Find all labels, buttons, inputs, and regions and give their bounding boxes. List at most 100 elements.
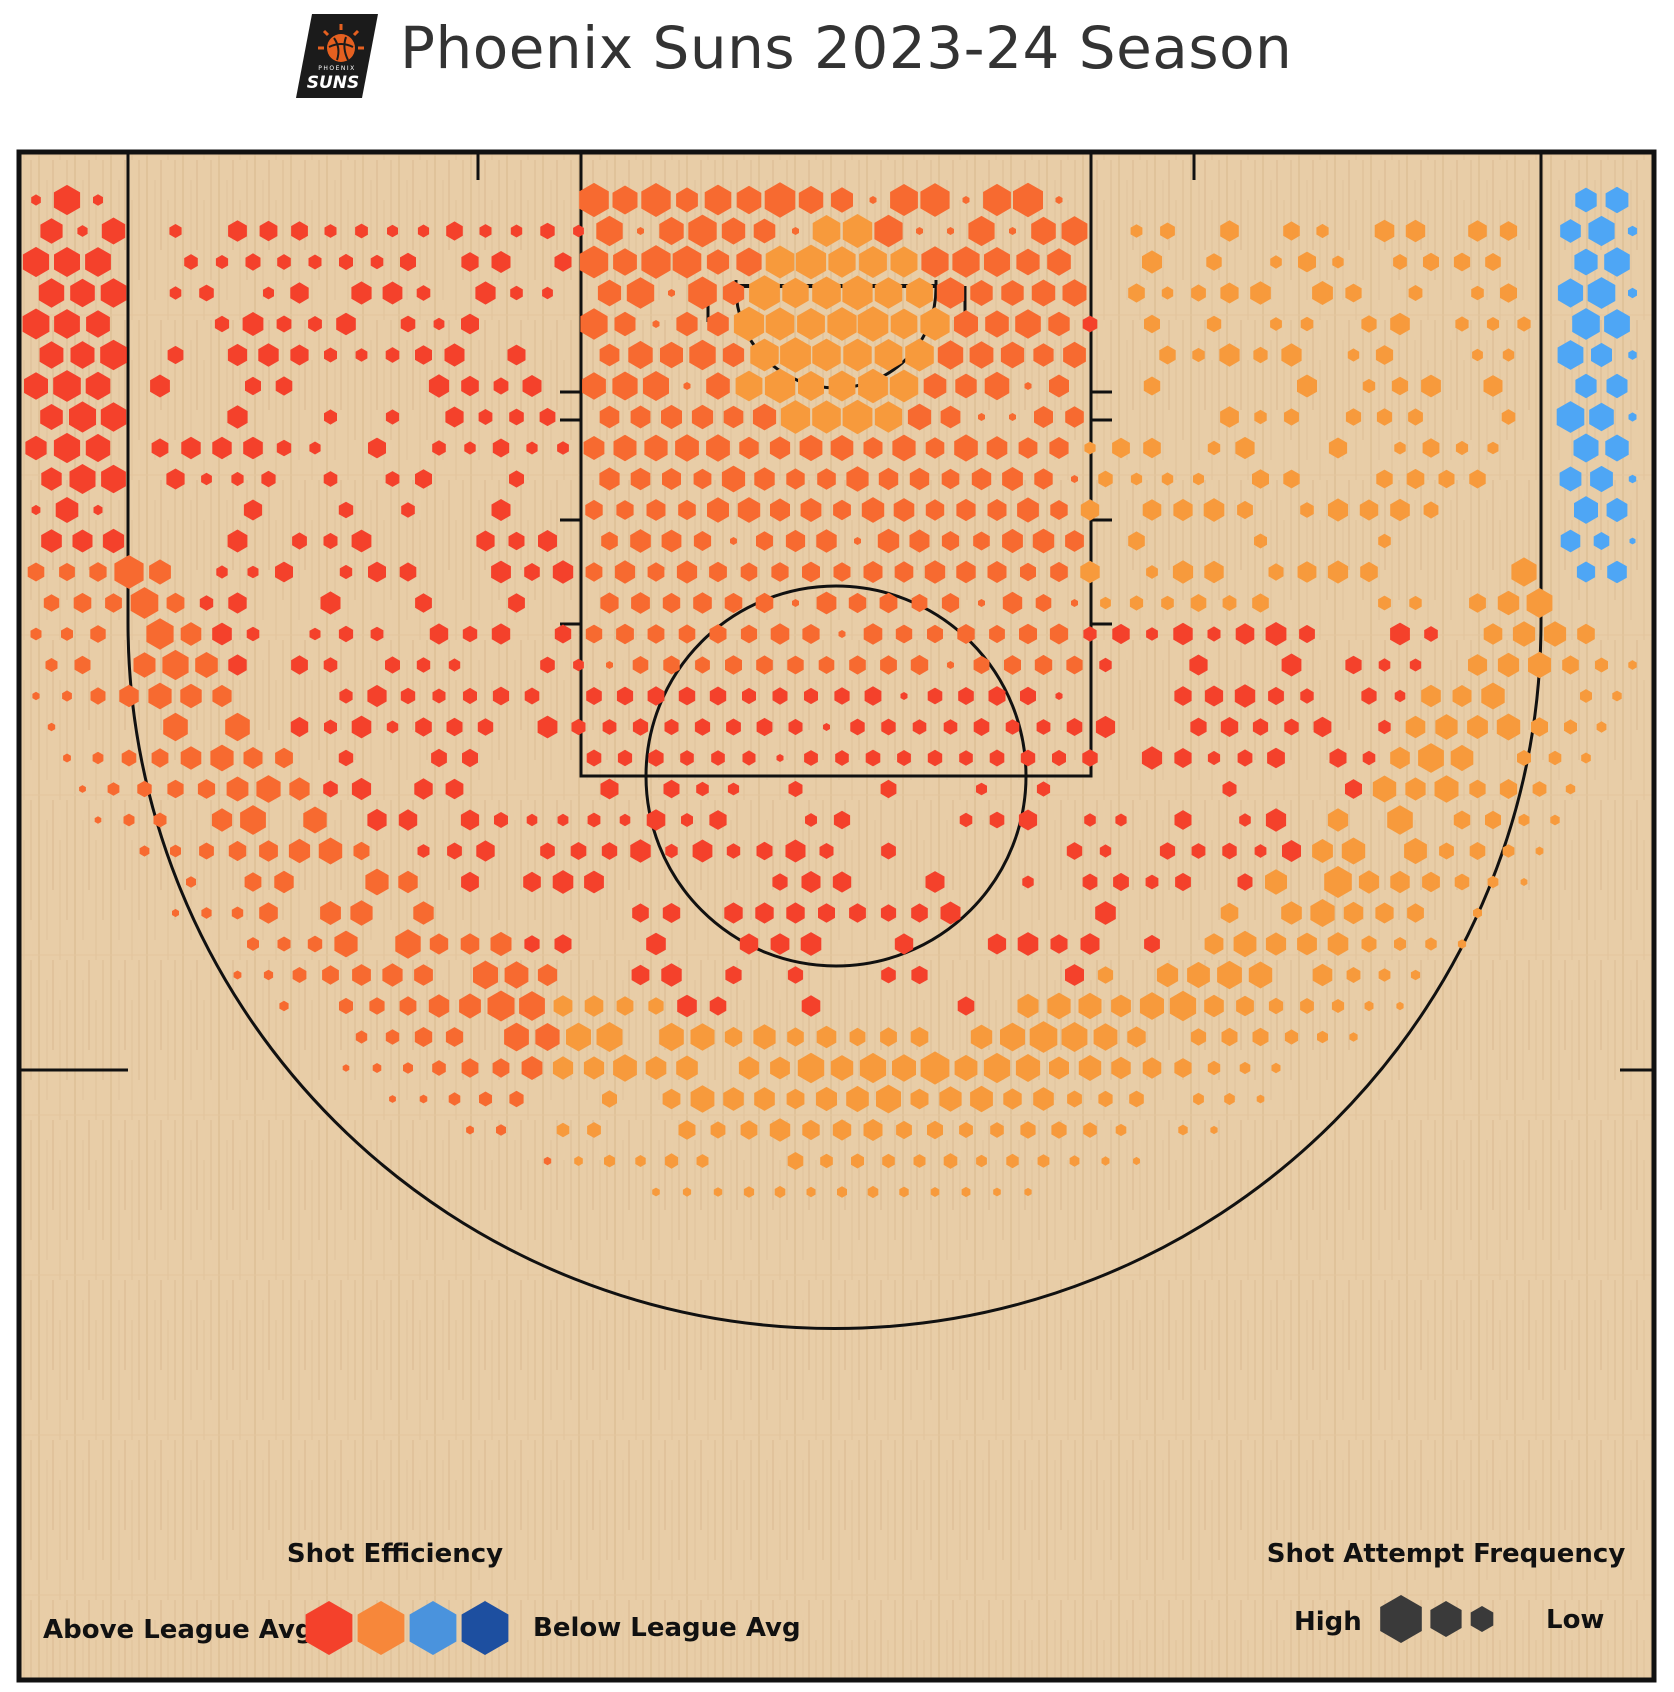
shot-hex <box>195 652 218 678</box>
shot-hex <box>1346 967 1361 983</box>
shot-hex <box>788 718 803 736</box>
logo-text-top: PHOENIX <box>318 65 356 72</box>
shot-hex <box>320 591 341 615</box>
shot-hex <box>1587 277 1616 309</box>
shot-hex <box>645 1056 667 1080</box>
shot-hex <box>263 969 274 981</box>
shot-hex <box>1002 591 1023 615</box>
shot-hex <box>740 562 758 582</box>
shot-hex <box>786 1088 805 1110</box>
shot-hex <box>276 439 292 457</box>
shot-hex <box>69 401 96 433</box>
shot-hex <box>41 529 62 553</box>
shot-hex <box>1055 692 1063 700</box>
shot-hex <box>256 775 281 803</box>
shot-hex <box>978 413 985 421</box>
shot-hex <box>476 840 495 862</box>
shot-hex <box>837 1186 847 1198</box>
shot-hex <box>1589 402 1614 432</box>
shot-hex <box>1034 468 1053 490</box>
shot-hex <box>659 1022 684 1052</box>
shot-hex <box>842 399 873 435</box>
shot-hex <box>461 1058 479 1078</box>
shot-hex <box>245 376 261 396</box>
shot-hex <box>1161 595 1174 611</box>
shot-hex <box>180 746 202 770</box>
shot-hex <box>1084 441 1096 455</box>
shot-hex <box>941 531 960 551</box>
shot-hex <box>725 655 742 675</box>
shot-hex <box>492 686 510 706</box>
shot-hex <box>244 872 262 892</box>
shot-hex <box>1127 1026 1146 1048</box>
shot-hex <box>1298 251 1316 273</box>
shot-hex <box>689 339 716 371</box>
shot-hex <box>600 778 619 800</box>
shot-hex <box>787 1027 804 1047</box>
shot-hex <box>911 903 928 923</box>
shot-hex <box>616 623 634 645</box>
logo-sun-rays <box>318 24 364 50</box>
shot-hex <box>1237 749 1253 767</box>
shot-hex <box>1063 341 1086 369</box>
shot-hex <box>583 1056 605 1080</box>
shot-hex <box>1111 1056 1131 1080</box>
shot-hex <box>22 308 50 340</box>
shot-hex <box>153 812 167 828</box>
shot-hex <box>1084 813 1096 827</box>
shot-hex <box>899 1186 909 1198</box>
shot-hex <box>959 1122 973 1138</box>
shot-hex <box>1140 992 1164 1020</box>
shot-hex <box>1457 939 1467 949</box>
free-throw-circle-top <box>644 584 1028 777</box>
shot-hex <box>461 252 479 272</box>
shot-hex <box>1327 932 1349 956</box>
shot-hex <box>586 687 602 705</box>
shot-hex <box>738 1056 760 1080</box>
shot-hex <box>910 1026 929 1048</box>
shot-hex <box>491 560 511 584</box>
shot-hex <box>22 246 50 278</box>
shot-hex <box>677 994 697 1018</box>
shot-hex <box>863 623 883 645</box>
shot-hex <box>1374 219 1395 243</box>
shot-hex <box>769 436 791 460</box>
legend-frequency-high-label: High <box>1294 1607 1362 1637</box>
shot-hex <box>1047 248 1071 276</box>
shot-hex <box>1050 500 1068 520</box>
shot-hex <box>291 221 308 241</box>
shot-hex <box>957 996 975 1016</box>
shot-hex <box>400 315 416 333</box>
legend-frequency-swatch <box>1430 1601 1462 1637</box>
shot-hex <box>711 750 725 766</box>
shot-hex <box>53 432 81 464</box>
shot-hex <box>835 750 849 766</box>
shot-hex <box>707 497 729 523</box>
shot-hex <box>1299 624 1315 644</box>
shot-hex <box>984 371 1010 401</box>
shot-hex <box>139 845 150 857</box>
shot-hex <box>832 871 852 893</box>
shot-hex <box>1112 623 1130 645</box>
shot-hex <box>648 749 664 767</box>
shot-hex <box>39 341 64 369</box>
shot-hex <box>308 316 322 332</box>
shot-hex <box>644 434 668 462</box>
shot-hex <box>1565 783 1576 795</box>
shot-hex <box>1207 750 1221 766</box>
shot-hex <box>526 441 538 455</box>
shot-hex <box>1055 196 1063 204</box>
shot-hex <box>752 403 777 431</box>
shot-hex <box>1174 686 1192 706</box>
shot-hex <box>753 218 776 244</box>
shot-hex <box>288 838 311 864</box>
shot-hex <box>537 963 558 987</box>
shot-hex <box>882 1153 895 1169</box>
shot-hex <box>927 749 943 767</box>
shot-hex <box>1037 1154 1050 1168</box>
shot-hex <box>40 404 63 430</box>
shot-hex <box>770 623 790 645</box>
shot-hex <box>1378 658 1391 672</box>
shot-hex <box>765 307 795 341</box>
shot-hex <box>85 247 111 277</box>
